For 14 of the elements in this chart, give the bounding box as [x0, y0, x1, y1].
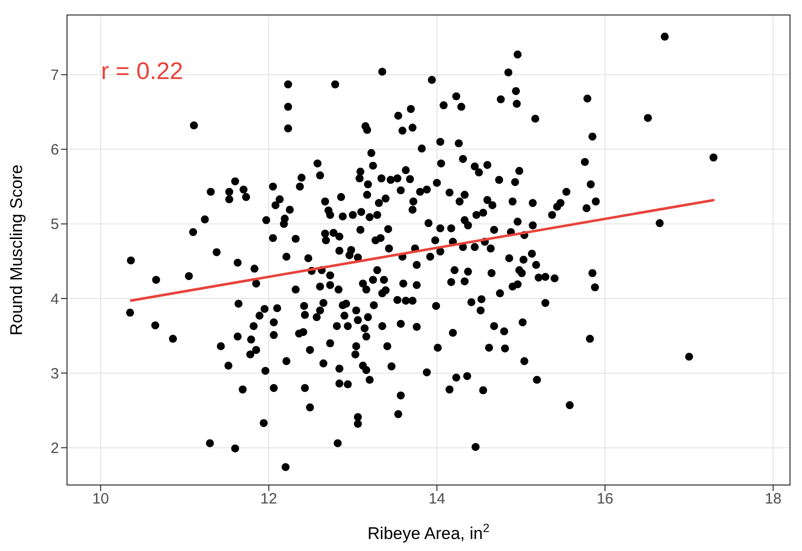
x-tick-label: 14	[428, 490, 446, 508]
y-tick-label: 7	[50, 67, 59, 84]
y-tick-label: 3	[50, 365, 59, 382]
x-axis-title: Ribeye Area, in$^{2}$	[368, 521, 490, 543]
x-tick-label: 12	[260, 490, 278, 508]
annotation: r = 0.22	[101, 58, 184, 85]
y-axis-title: Round Muscling Score	[7, 164, 26, 336]
y-tick-label: 4	[50, 290, 59, 308]
x-tick-label: 16	[596, 490, 614, 508]
y-tick-label: 2	[50, 440, 59, 458]
x-tick-label: 18	[764, 490, 782, 508]
y-tick-label: 5	[50, 216, 59, 234]
x-tick-label: 10	[92, 490, 109, 508]
y-tick-label: 6	[50, 142, 59, 159]
